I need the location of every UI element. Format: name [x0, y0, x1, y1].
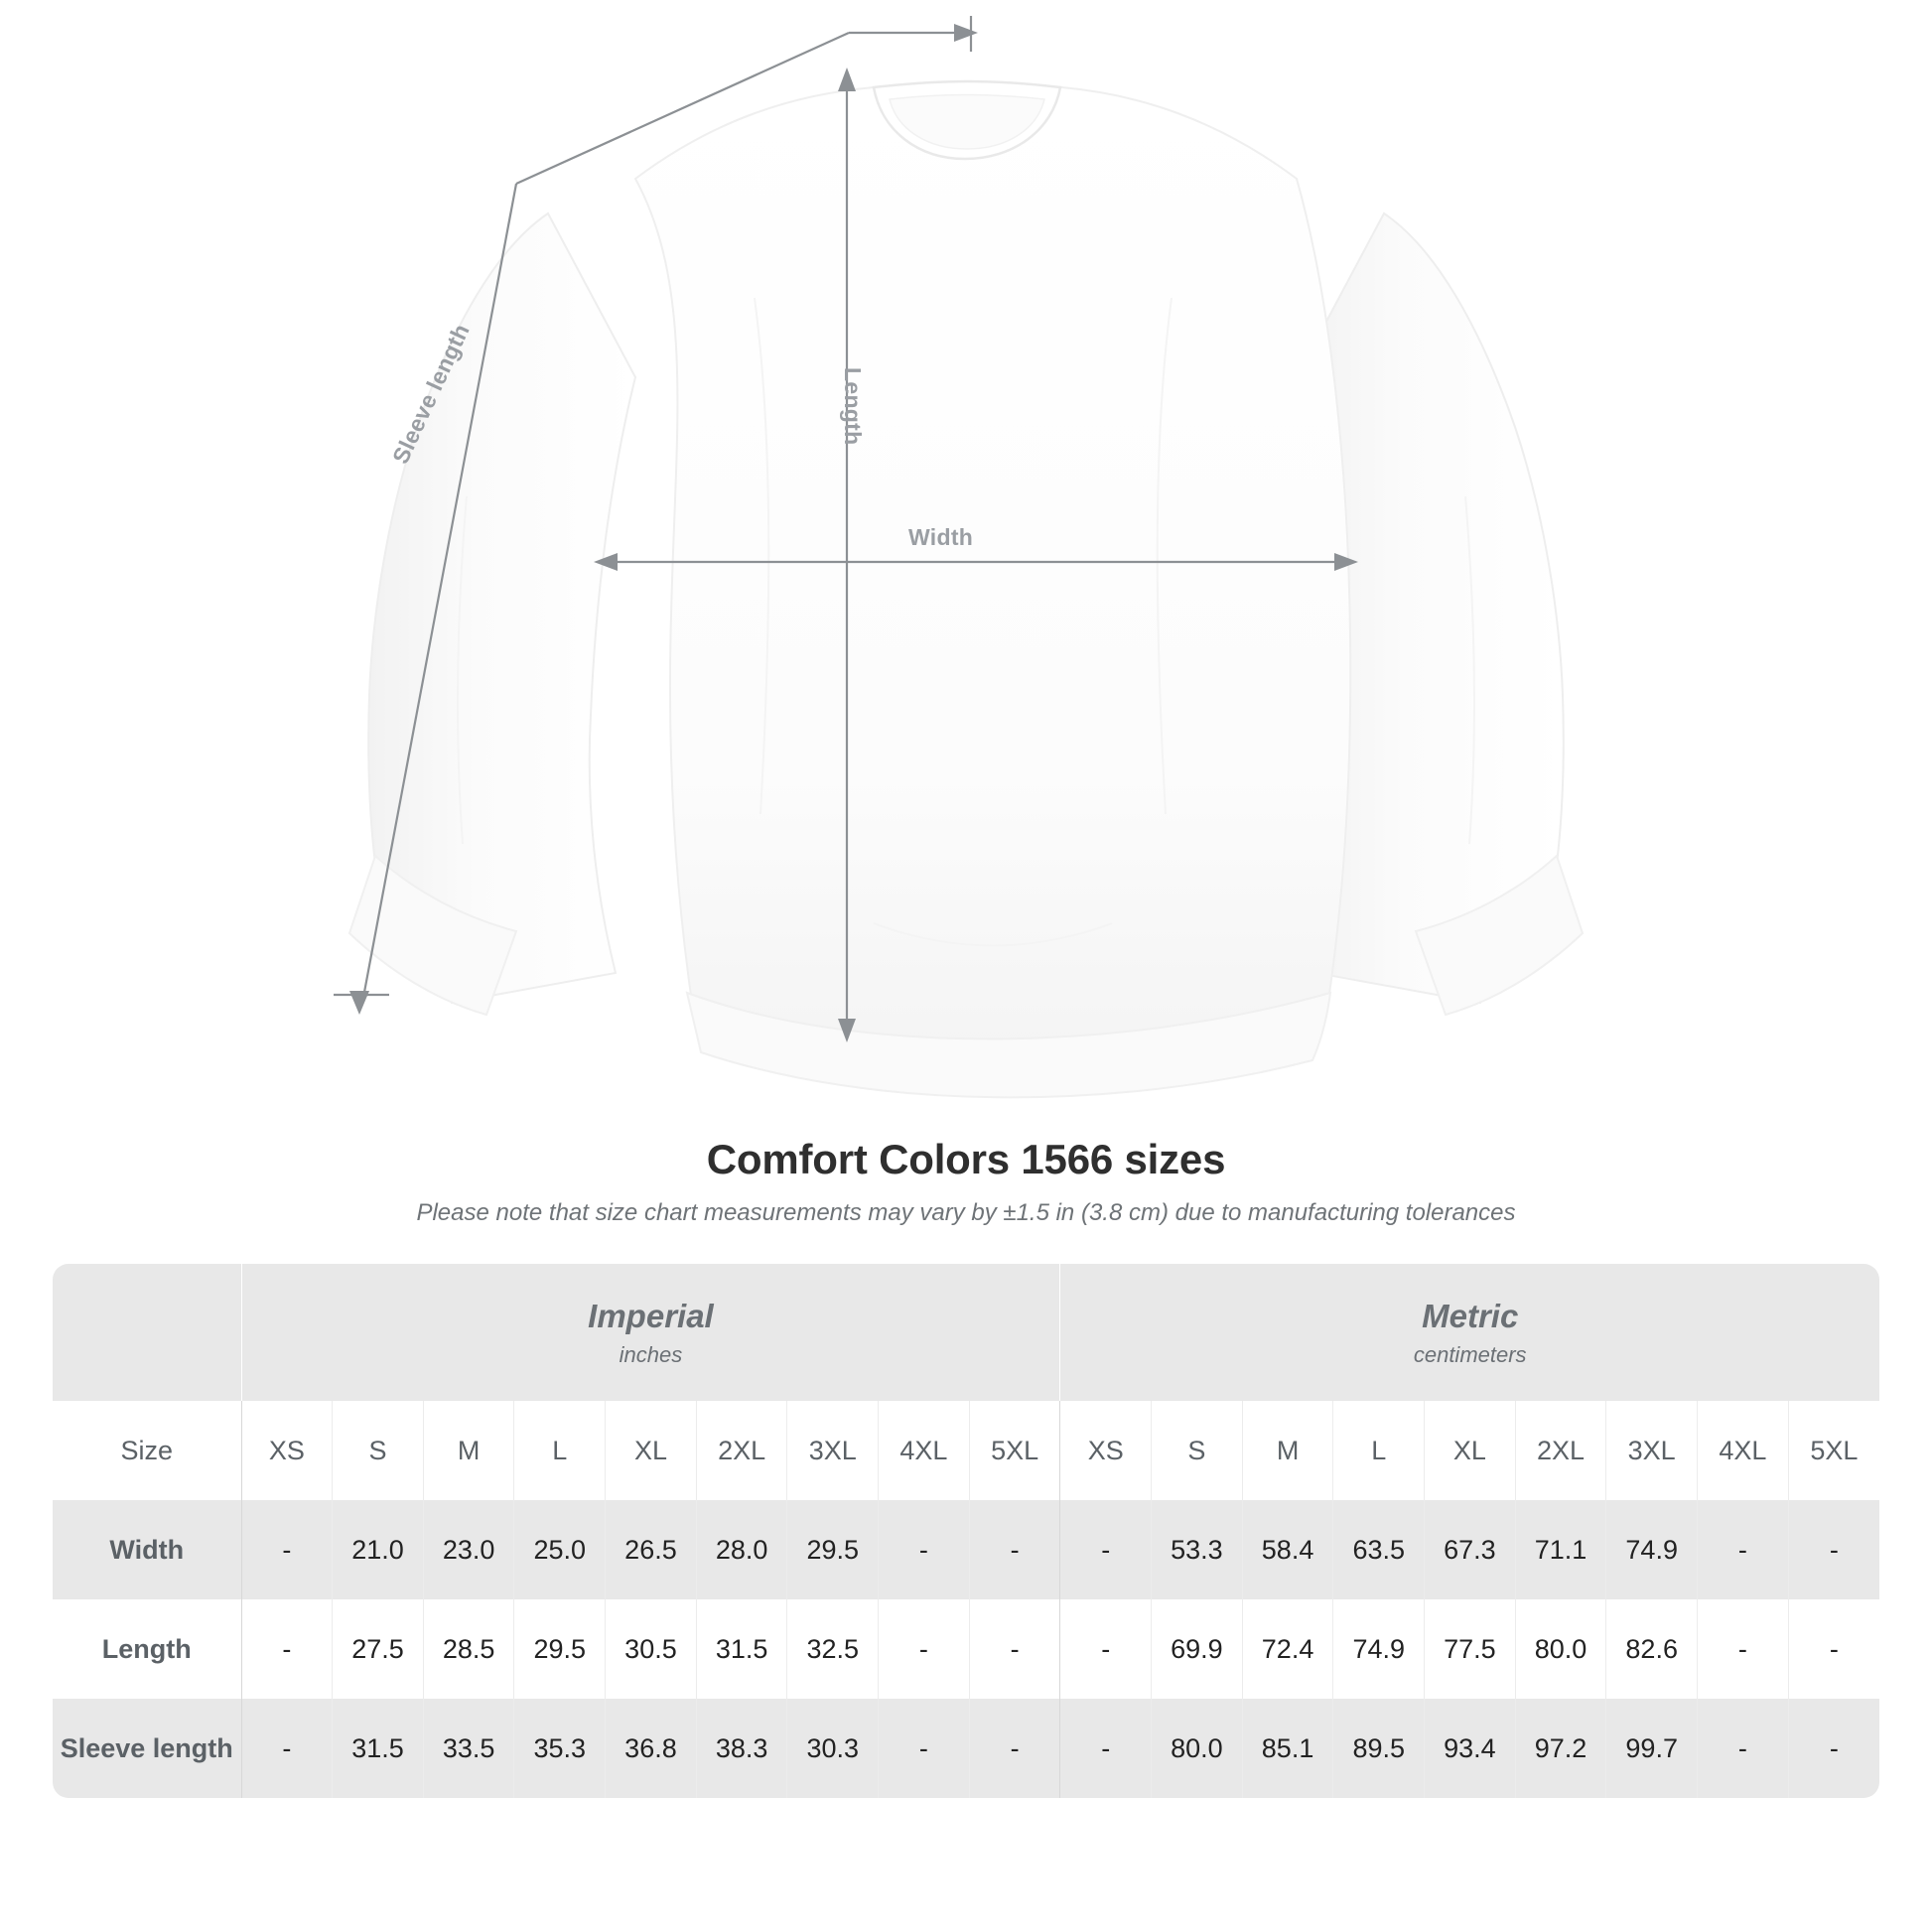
page-title: Comfort Colors 1566 sizes — [706, 1136, 1226, 1182]
unit-header-metric: Metric centimeters — [1059, 1264, 1879, 1402]
size-header-l-imperial: L — [513, 1401, 607, 1501]
cell-length-metric-2xl: 80.0 — [1515, 1599, 1607, 1700]
dimension-label-length: Length — [840, 367, 866, 446]
unit-name: Imperial — [588, 1298, 714, 1335]
cell-width-metric-s: 53.3 — [1151, 1500, 1243, 1600]
size-header-xl-metric: XL — [1424, 1401, 1516, 1501]
measurement-arrows — [334, 16, 1358, 1042]
cell-width-metric-m: 58.4 — [1242, 1500, 1334, 1600]
cell-length-imperial-xs: - — [241, 1599, 334, 1700]
size-chart-table: Imperial inches Metric centimeters Size XS S M L… — [53, 1264, 1879, 1799]
cell-length-metric-s: 69.9 — [1151, 1599, 1243, 1700]
cell-width-metric-5xl: - — [1788, 1500, 1879, 1600]
cell-length-imperial-2xl: 31.5 — [696, 1599, 788, 1700]
cell-width-metric-4xl: - — [1697, 1500, 1789, 1600]
cell-length-metric-3xl: 82.6 — [1605, 1599, 1699, 1700]
cell-length-metric-xl: 77.5 — [1424, 1599, 1516, 1700]
title-block: Comfort Colors 1566 sizes Please note th… — [0, 1136, 1932, 1228]
sweatshirt-shape — [347, 79, 1585, 1099]
cell-sleeve-length-metric-l: 89.5 — [1332, 1699, 1426, 1799]
cell-sleeve-length-metric-s: 80.0 — [1151, 1699, 1243, 1799]
cell-length-metric-xs: - — [1059, 1599, 1153, 1700]
table-row: Width -21.0 23.0 25.0 26.5 28.0 29.5- - -53.3 58.… — [53, 1500, 1879, 1600]
cell-width-metric-xl: 67.3 — [1424, 1500, 1516, 1600]
row-label-width: Width — [53, 1500, 242, 1600]
cell-length-metric-5xl: - — [1788, 1599, 1879, 1700]
unit-sub: centimeters — [1413, 1341, 1527, 1367]
cell-width-imperial-s: 21.0 — [332, 1500, 424, 1600]
cell-sleeve-length-imperial-l: 35.3 — [513, 1699, 607, 1799]
row-label-length: Length — [53, 1599, 242, 1700]
size-header-5xl-metric: 5XL — [1788, 1401, 1879, 1501]
cell-length-imperial-xl: 30.5 — [605, 1599, 697, 1700]
table-corner-cell — [53, 1264, 242, 1402]
cell-sleeve-length-imperial-xs: - — [241, 1699, 334, 1799]
size-header-xs-metric: XS — [1059, 1401, 1153, 1501]
cell-length-metric-m: 72.4 — [1242, 1599, 1334, 1700]
size-header-3xl-imperial: 3XL — [786, 1401, 880, 1501]
size-header-4xl-metric: 4XL — [1697, 1401, 1789, 1501]
size-header-row: Size XS S M L XL 2XL 3XL 4XL 5XL XS S M L XL 2XL 3XL 4XL 5… — [53, 1401, 1879, 1501]
cell-length-imperial-4xl: - — [878, 1599, 970, 1700]
cell-width-metric-xs: - — [1059, 1500, 1153, 1600]
cell-width-metric-3xl: 74.9 — [1605, 1500, 1699, 1600]
size-header-4xl-imperial: 4XL — [878, 1401, 970, 1501]
cell-length-metric-l: 74.9 — [1332, 1599, 1426, 1700]
size-header-l-metric: L — [1332, 1401, 1426, 1501]
cell-length-imperial-l: 29.5 — [513, 1599, 607, 1700]
dimension-label-width: Width — [908, 524, 974, 550]
cell-sleeve-length-metric-m: 85.1 — [1242, 1699, 1334, 1799]
unit-sub: inches — [619, 1341, 683, 1367]
cell-length-imperial-5xl: - — [969, 1599, 1061, 1700]
garment-illustration — [334, 16, 1585, 1099]
cell-sleeve-length-imperial-m: 33.5 — [423, 1699, 515, 1799]
cell-sleeve-length-imperial-2xl: 38.3 — [696, 1699, 788, 1799]
size-table-container: Imperial inches Metric centimeters Size XS S M L… — [53, 1264, 1879, 1799]
cell-sleeve-length-imperial-5xl: - — [969, 1699, 1061, 1799]
unit-header-imperial: Imperial inches — [241, 1264, 1061, 1402]
cell-sleeve-length-imperial-xl: 36.8 — [605, 1699, 697, 1799]
cell-width-imperial-5xl: - — [969, 1500, 1061, 1600]
cell-width-metric-l: 63.5 — [1332, 1500, 1426, 1600]
size-header-2xl-imperial: 2XL — [696, 1401, 788, 1501]
garment-diagram: Width Length Sleeve length — [334, 16, 1585, 1099]
cell-length-imperial-s: 27.5 — [332, 1599, 424, 1700]
cell-width-imperial-l: 25.0 — [513, 1500, 607, 1600]
size-header-xs-imperial: XS — [241, 1401, 334, 1501]
size-header-m-metric: M — [1242, 1401, 1334, 1501]
cell-width-imperial-xs: - — [241, 1500, 334, 1600]
cell-sleeve-length-metric-4xl: - — [1697, 1699, 1789, 1799]
cell-sleeve-length-metric-3xl: 99.7 — [1605, 1699, 1699, 1799]
cell-sleeve-length-imperial-3xl: 30.3 — [786, 1699, 880, 1799]
cell-width-imperial-3xl: 29.5 — [786, 1500, 880, 1600]
cell-sleeve-length-imperial-s: 31.5 — [332, 1699, 424, 1799]
cell-length-metric-4xl: - — [1697, 1599, 1789, 1700]
cell-sleeve-length-metric-xl: 93.4 — [1424, 1699, 1516, 1799]
cell-width-metric-2xl: 71.1 — [1515, 1500, 1607, 1600]
cell-length-imperial-3xl: 32.5 — [786, 1599, 880, 1700]
cell-sleeve-length-metric-xs: - — [1059, 1699, 1153, 1799]
cell-width-imperial-4xl: - — [878, 1500, 970, 1600]
cell-sleeve-length-metric-5xl: - — [1788, 1699, 1879, 1799]
size-header-s-imperial: S — [332, 1401, 424, 1501]
table-row: Length -27.5 28.5 29.5 30.5 31.5 32.5- - -69.9 72… — [53, 1599, 1879, 1700]
cell-sleeve-length-imperial-4xl: - — [878, 1699, 970, 1799]
size-header-2xl-metric: 2XL — [1515, 1401, 1607, 1501]
cell-width-imperial-2xl: 28.0 — [696, 1500, 788, 1600]
unit-name: Metric — [1422, 1298, 1519, 1335]
size-header-s-metric: S — [1151, 1401, 1243, 1501]
size-header-3xl-metric: 3XL — [1605, 1401, 1699, 1501]
cell-sleeve-length-metric-2xl: 97.2 — [1515, 1699, 1607, 1799]
table-row: Sleeve length -31.5 33.5 35.3 36.8 38.3 30.3- -… — [53, 1699, 1879, 1799]
row-label-sleeve-length: Sleeve length — [53, 1699, 242, 1799]
cell-length-imperial-m: 28.5 — [423, 1599, 515, 1700]
size-header-m-imperial: M — [423, 1401, 515, 1501]
size-header-5xl-imperial: 5XL — [969, 1401, 1061, 1501]
row-label-header: Size — [53, 1401, 242, 1501]
page-subtitle: Please note that size chart measurements… — [416, 1199, 1516, 1227]
cell-width-imperial-m: 23.0 — [423, 1500, 515, 1600]
size-header-xl-imperial: XL — [605, 1401, 697, 1501]
unit-header-row: Imperial inches Metric centimeters — [53, 1264, 1879, 1402]
cell-width-imperial-xl: 26.5 — [605, 1500, 697, 1600]
